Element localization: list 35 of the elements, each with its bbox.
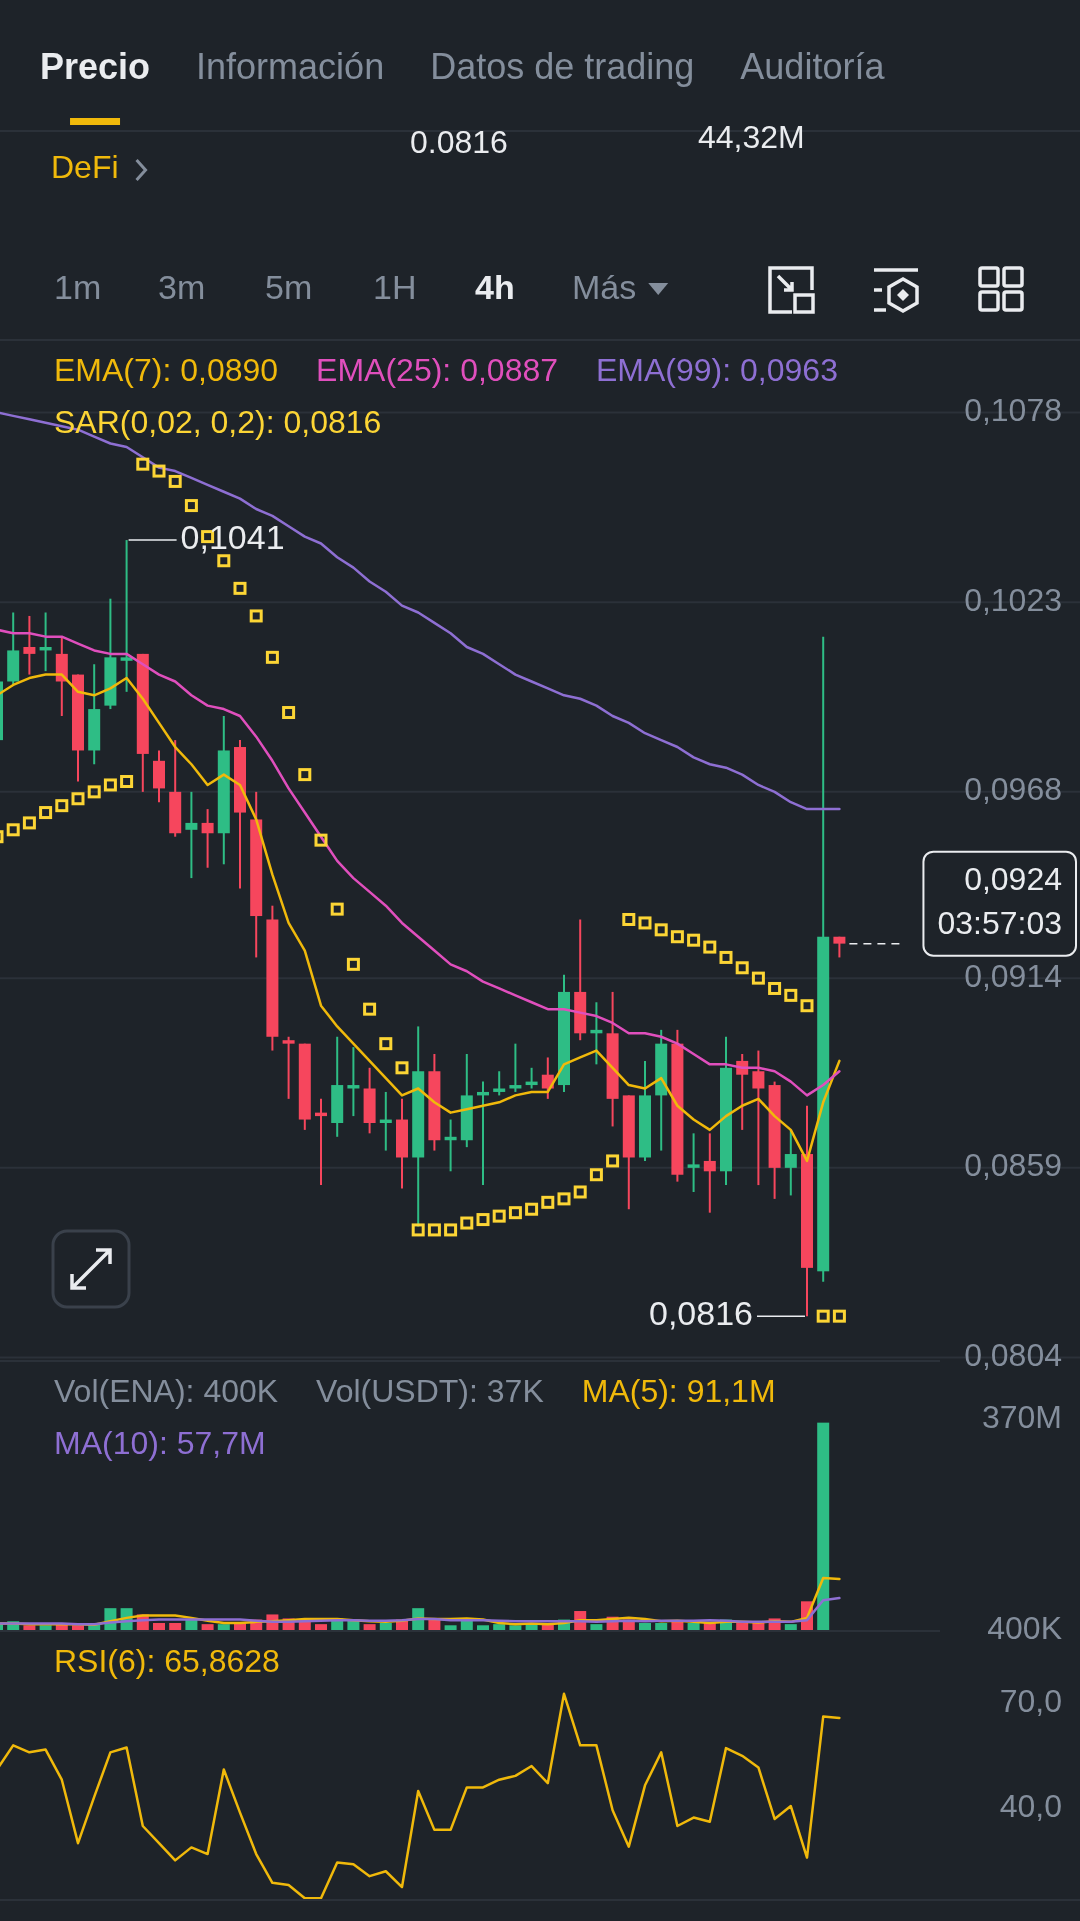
annotation: 0,1041: [180, 518, 285, 557]
y-tick-label: 0,0914: [964, 957, 1062, 994]
text: Precio: [40, 45, 151, 87]
y-tick-label: 400K: [987, 1610, 1062, 1647]
text: Auditoría: [740, 45, 886, 87]
annotation: Vol(USDT): 37K: [316, 1373, 544, 1410]
text: MA(5): 91,1M: [581, 1373, 776, 1410]
text: DeFi: [51, 149, 119, 186]
text: 1H: [373, 267, 417, 306]
text: SAR(0,02, 0,2): 0,0816: [54, 404, 382, 441]
y-tick-label: 0,0968: [964, 771, 1062, 808]
text: 3m: [158, 267, 206, 306]
text: EMA(7): 0,0890: [54, 352, 279, 389]
text: RSI(6): 65,8628: [54, 1643, 280, 1680]
y-tick-label: 0,0859: [964, 1147, 1062, 1184]
text: EMA(25): 0,0887: [316, 352, 559, 389]
y-tick-label: 70,0: [999, 1683, 1062, 1720]
y-tick-label: 40,0: [999, 1788, 1062, 1825]
text: EMA(99): 0,0963: [596, 352, 838, 389]
text: 1m: [54, 267, 102, 306]
text: 0.0816: [410, 124, 508, 161]
text: 5m: [265, 267, 313, 306]
ref-line-label: 0,0924 03:57:03: [937, 861, 1062, 942]
text: Más: [572, 267, 637, 306]
y-tick-label: 370M: [981, 1399, 1062, 1436]
y-tick-label: 0,1023: [964, 581, 1062, 618]
y-tick-label: 0,0804: [964, 1337, 1062, 1373]
annotation: 0,0816: [649, 1294, 753, 1333]
text: 4h: [475, 267, 515, 306]
text: Información: [196, 45, 385, 87]
text: MA(10): 57,7M: [54, 1425, 266, 1462]
text: Datos de trading: [430, 45, 695, 87]
annotation: Vol(ENA): 400K: [54, 1373, 279, 1410]
text: 44,32M: [698, 119, 805, 156]
y-tick-label: 0,1078: [964, 391, 1062, 428]
